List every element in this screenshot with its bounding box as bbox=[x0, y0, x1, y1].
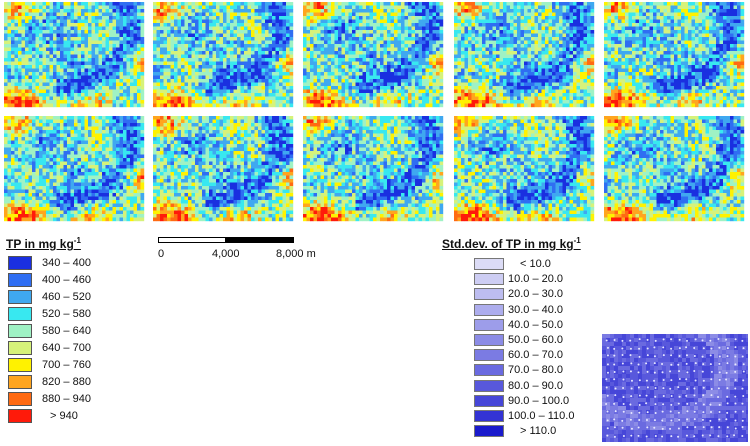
tp-realization-map bbox=[303, 116, 444, 222]
tp-legend-swatch bbox=[8, 341, 32, 355]
tp-realization-map bbox=[454, 116, 595, 222]
tp-legend-swatch bbox=[8, 324, 32, 338]
tp-legend-swatch bbox=[8, 273, 32, 287]
sd-legend-swatch bbox=[474, 394, 504, 407]
tp-legend-label: 580 – 640 bbox=[42, 325, 91, 337]
sd-legend-swatch bbox=[474, 410, 504, 422]
tp-realization-map bbox=[604, 116, 745, 222]
sample-points bbox=[605, 338, 745, 438]
tp-legend-swatch bbox=[8, 307, 32, 321]
tp-legend-swatch bbox=[8, 256, 32, 270]
sd-legend-label: 80.0 – 90.0 bbox=[508, 379, 564, 392]
sd-legend-label: 100.0 – 110.0 bbox=[508, 410, 575, 422]
sd-legend-swatch bbox=[474, 288, 504, 301]
scale-label-8000: 8,000 m bbox=[276, 248, 316, 260]
sd-legend-swatch bbox=[474, 258, 504, 270]
sd-legend-label: > 110.0 bbox=[520, 425, 557, 438]
sd-legend-swatch bbox=[474, 303, 504, 316]
tp-legend-label: 700 – 760 bbox=[42, 359, 91, 371]
tp-legend-swatch bbox=[8, 409, 32, 423]
tp-legend-label: 520 – 580 bbox=[42, 308, 91, 320]
tp-realization-map bbox=[4, 2, 145, 108]
std-dev-map-cells bbox=[602, 334, 748, 442]
tp-legend-swatch bbox=[8, 375, 32, 389]
tp-realization-map bbox=[303, 2, 444, 108]
sd-legend-swatch bbox=[474, 273, 504, 286]
std-dev-map bbox=[602, 334, 748, 442]
tp-realization-map bbox=[4, 116, 145, 222]
tp-legend-label: 340 – 400 bbox=[42, 257, 91, 269]
sd-legend-label: 90.0 – 100.0 bbox=[508, 394, 570, 407]
tp-legend-swatch bbox=[8, 290, 32, 304]
scale-bar-black-segment bbox=[226, 237, 294, 243]
scale-bar-white-segment bbox=[158, 237, 226, 243]
sd-legend-label: 70.0 – 80.0 bbox=[508, 364, 564, 377]
sd-legend-swatch bbox=[474, 364, 504, 377]
scale-label-4000: 4,000 bbox=[212, 248, 240, 260]
tp-legend-swatch bbox=[8, 358, 32, 372]
sd-legend-swatch bbox=[474, 318, 504, 331]
sd-legend-swatch bbox=[474, 425, 504, 438]
tp-legend-label: 880 – 940 bbox=[42, 393, 91, 405]
sd-legend-label: 40.0 – 50.0 bbox=[508, 318, 564, 331]
tp-legend-label: 400 – 460 bbox=[42, 274, 91, 286]
sd-legend-label: 50.0 – 60.0 bbox=[508, 334, 564, 346]
tp-legend-label: > 940 bbox=[50, 410, 78, 422]
sd-legend-label: 10.0 – 20.0 bbox=[508, 273, 564, 286]
tp-realization-map bbox=[153, 116, 294, 222]
sd-legend-swatch bbox=[474, 379, 504, 392]
sd-legend-label: < 10.0 bbox=[520, 258, 551, 270]
sd-legend-swatch bbox=[474, 334, 504, 346]
scale-label-0: 0 bbox=[158, 248, 165, 260]
sd-legend-title: Std.dev. of TP in mg kg-1 bbox=[442, 236, 581, 251]
tp-realization-map bbox=[604, 2, 745, 108]
sd-legend-label: 60.0 – 70.0 bbox=[508, 349, 564, 362]
tp-legend-label: 820 – 880 bbox=[42, 376, 91, 388]
sd-legend-label: 20.0 – 30.0 bbox=[508, 288, 564, 301]
tp-realization-map bbox=[454, 2, 595, 108]
sd-legend-label: 30.0 – 40.0 bbox=[508, 303, 564, 316]
sd-legend-swatch bbox=[474, 349, 504, 362]
tp-legend-swatch bbox=[8, 392, 32, 406]
tp-legend-label: 640 – 700 bbox=[42, 342, 91, 354]
tp-legend-title: TP in mg kg-1 bbox=[6, 236, 81, 251]
tp-realization-map bbox=[153, 2, 294, 108]
tp-legend-label: 460 – 520 bbox=[42, 291, 91, 303]
